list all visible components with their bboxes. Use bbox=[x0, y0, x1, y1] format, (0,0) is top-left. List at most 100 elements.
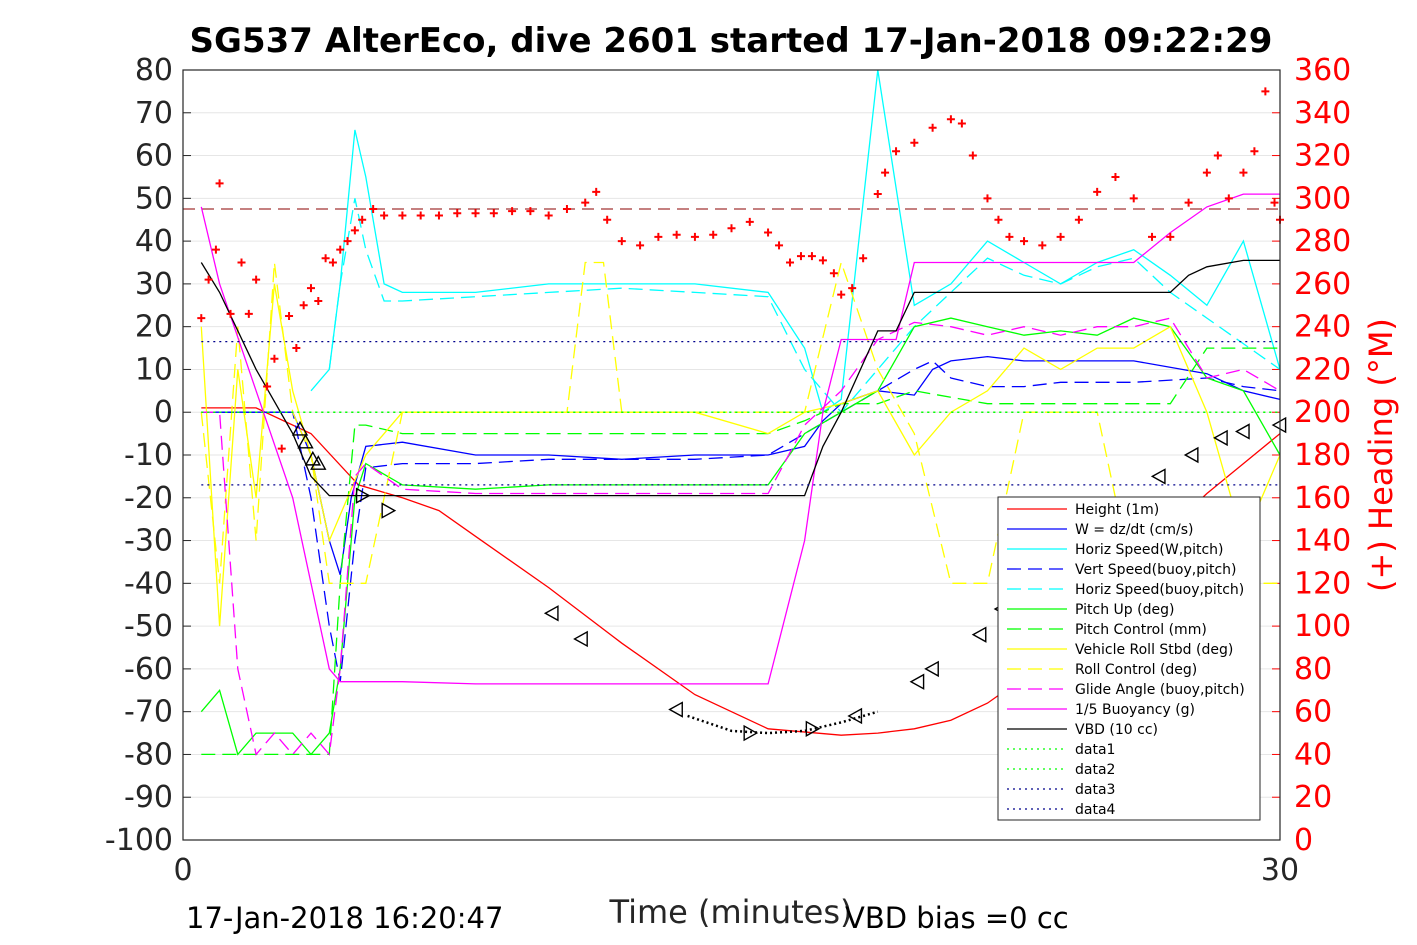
heading-marker bbox=[544, 211, 553, 220]
heading-marker bbox=[1261, 87, 1270, 96]
y-tick-label: -80 bbox=[124, 737, 173, 772]
triangle-marker bbox=[310, 455, 327, 470]
heading-marker bbox=[211, 245, 220, 254]
heading-marker bbox=[910, 138, 919, 147]
right-tick-label: 40 bbox=[1294, 737, 1332, 772]
heading-marker bbox=[277, 444, 286, 453]
heading-marker bbox=[263, 382, 272, 391]
series-line-5 bbox=[200, 317, 1281, 756]
heading-marker bbox=[581, 198, 590, 207]
right-tick-label: 260 bbox=[1294, 267, 1351, 302]
right-tick-label: 80 bbox=[1294, 652, 1332, 687]
heading-marker bbox=[709, 230, 718, 239]
heading-marker bbox=[1148, 232, 1157, 241]
heading-marker bbox=[672, 230, 681, 239]
triangle-marker bbox=[1271, 416, 1287, 434]
heading-marker bbox=[848, 284, 857, 293]
left-tick-labels: 80 70 60 50 40 30 20 10 0 -10 -20 -30 -40 -50 -60 -70 -8… bbox=[105, 53, 173, 858]
legend-label: Horiz Speed(W,pitch) bbox=[1075, 542, 1223, 558]
heading-marker bbox=[957, 119, 966, 128]
triangle-marker bbox=[924, 660, 939, 678]
y-tick-label: -30 bbox=[124, 524, 173, 559]
heading-marker bbox=[873, 190, 882, 199]
y-tick-label: 30 bbox=[135, 267, 173, 302]
right-tick-label: 160 bbox=[1294, 481, 1351, 516]
right-tick-label: 200 bbox=[1294, 395, 1351, 430]
heading-marker bbox=[1093, 187, 1102, 196]
legend-label: Pitch Control (mm) bbox=[1075, 622, 1207, 638]
plot-frame bbox=[182, 69, 1281, 841]
right-tick-label: 20 bbox=[1294, 780, 1332, 815]
heading-marker bbox=[837, 290, 846, 299]
y-tick-label: 70 bbox=[135, 96, 173, 131]
y-tick-label: -100 bbox=[105, 823, 173, 858]
heading-marker bbox=[1129, 194, 1138, 203]
heading-marker bbox=[796, 252, 805, 261]
triangle-marker bbox=[297, 433, 314, 449]
heading-marker bbox=[1270, 198, 1279, 207]
heading-marker bbox=[380, 211, 389, 220]
series-line-3 bbox=[201, 360, 1281, 682]
x-axis-label: Time (minutes) bbox=[609, 893, 853, 931]
heading-marker bbox=[994, 215, 1003, 224]
x-tick-label: 0 bbox=[173, 853, 192, 888]
y-tick-label: -40 bbox=[124, 566, 173, 601]
triangle-marker bbox=[743, 724, 759, 742]
heading-marker bbox=[727, 224, 736, 233]
heading-marker bbox=[215, 179, 224, 188]
heading-marker bbox=[526, 207, 535, 216]
heading-marker bbox=[603, 215, 612, 224]
right-tick-label: 180 bbox=[1294, 438, 1351, 473]
heading-marker bbox=[1111, 172, 1120, 181]
x-tick-label: 30 bbox=[1261, 853, 1299, 888]
triangle-marker bbox=[668, 701, 683, 718]
y-tick-label: -50 bbox=[124, 609, 173, 644]
heading-marker bbox=[786, 258, 795, 267]
triangle-marker bbox=[1213, 429, 1228, 447]
heading-marker bbox=[818, 256, 827, 265]
triangle-marker bbox=[1234, 423, 1250, 440]
heading-marker bbox=[829, 269, 838, 278]
heading-marker bbox=[204, 275, 213, 284]
heading-marker bbox=[807, 252, 816, 261]
heading-marker bbox=[343, 237, 352, 246]
y-tick-label: -70 bbox=[124, 695, 173, 730]
heading-marker bbox=[859, 254, 868, 263]
legend-label: data3 bbox=[1075, 782, 1115, 798]
legend-label: Height (1m) bbox=[1075, 502, 1159, 518]
heading-marker bbox=[1250, 147, 1259, 156]
series-line-4 bbox=[328, 198, 1281, 414]
heading-marker bbox=[1239, 168, 1248, 177]
heading-marker bbox=[471, 209, 480, 218]
heading-marker bbox=[745, 217, 754, 226]
heading-marker bbox=[398, 211, 407, 220]
triangle-marker bbox=[355, 487, 371, 504]
heading-marker bbox=[1038, 241, 1047, 250]
heading-marker bbox=[508, 207, 517, 216]
heading-marker bbox=[968, 151, 977, 160]
right-tick-label: 240 bbox=[1294, 310, 1351, 345]
series-line-9 bbox=[201, 317, 1281, 756]
heading-marker bbox=[350, 226, 359, 235]
heading-marker bbox=[226, 309, 235, 318]
heading-marker bbox=[764, 228, 773, 237]
right-tick-label: 140 bbox=[1294, 524, 1351, 559]
heading-marker bbox=[358, 215, 367, 224]
triangle-marker bbox=[573, 630, 588, 648]
legend-label: Roll Control (deg) bbox=[1075, 662, 1197, 678]
y-tick-label: 20 bbox=[135, 310, 173, 345]
heading-marker bbox=[292, 344, 301, 353]
right-tick-label: 100 bbox=[1294, 609, 1351, 644]
heading-marker bbox=[1224, 194, 1233, 203]
right-tick-label: 220 bbox=[1294, 352, 1351, 387]
triangle-marker bbox=[1150, 468, 1166, 485]
legend-label: data4 bbox=[1075, 802, 1116, 818]
legend-label: Vehicle Roll Stbd (deg) bbox=[1075, 642, 1233, 658]
y-tick-label: 60 bbox=[135, 139, 173, 174]
y-tick-label: 0 bbox=[154, 395, 173, 430]
legend-label: Vert Speed(buoy,pitch) bbox=[1075, 562, 1237, 578]
legend-label: data2 bbox=[1075, 762, 1115, 778]
right-tick-label: 60 bbox=[1294, 695, 1332, 730]
heading-marker bbox=[1056, 232, 1065, 241]
